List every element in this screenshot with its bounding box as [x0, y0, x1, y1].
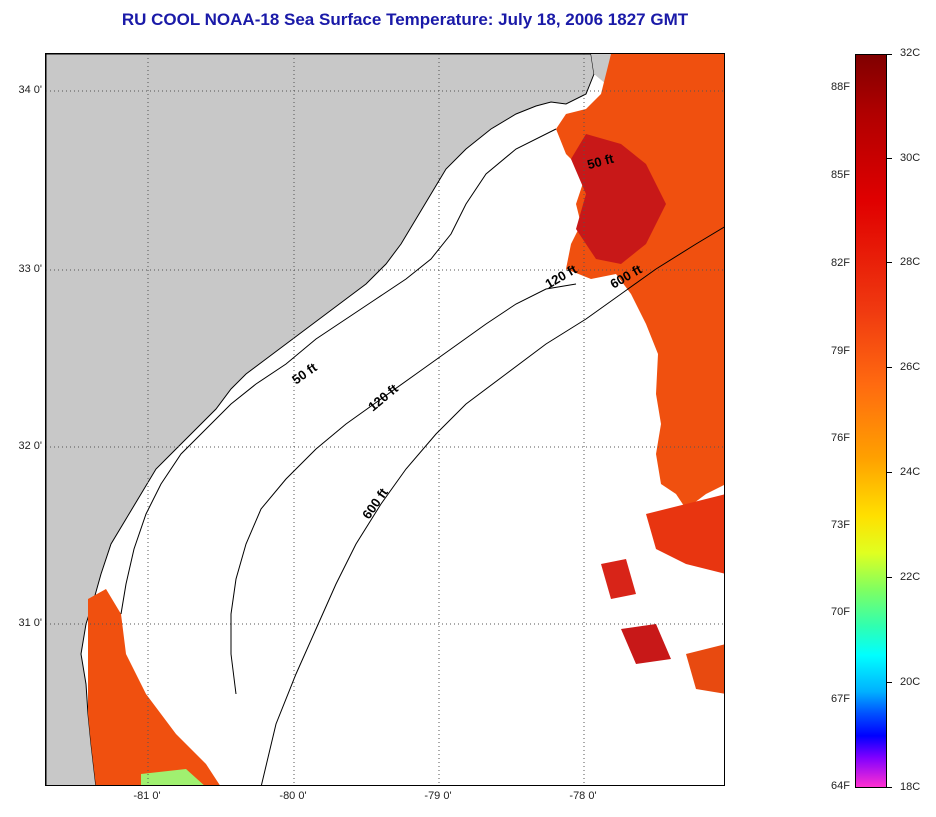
- lon-label-80: -80 0': [279, 790, 307, 802]
- map-canvas: [46, 54, 724, 785]
- cbar-c-32: 32C: [900, 47, 921, 59]
- graticule: [46, 54, 724, 785]
- cbar-f-67: 67F: [831, 693, 850, 705]
- lat-label-32: 32 0': [18, 440, 42, 452]
- cbar-c-30: 30C: [900, 152, 921, 164]
- cbar-c-22: 22C: [900, 571, 921, 583]
- cbar-c-26: 26C: [900, 361, 921, 373]
- sst-cool-patch: [141, 769, 204, 785]
- isobath-120ft: [230, 283, 577, 695]
- cbar-f-64: 64F: [831, 780, 850, 792]
- sst-warm-ne: [556, 54, 724, 509]
- sst-hot-core: [571, 134, 666, 264]
- cbar-c-28: 28C: [900, 256, 921, 268]
- cbar-f-73: 73F: [831, 519, 850, 531]
- cbar-f-70: 70F: [831, 606, 850, 618]
- lon-label-81: -81 0': [133, 790, 161, 802]
- sst-patch-e2: [601, 559, 636, 599]
- sst-warm-sw: [88, 589, 220, 785]
- sst-patch-e1: [646, 494, 724, 574]
- lat-label-33: 33 0': [18, 263, 42, 275]
- lon-label-79: -79 0': [424, 790, 452, 802]
- cbar-f-82: 82F: [831, 257, 850, 269]
- isobath-50ft: [120, 128, 557, 615]
- cbar-c-20: 20C: [900, 676, 921, 688]
- cbar-f-76: 76F: [831, 432, 850, 444]
- cbar-f-85: 85F: [831, 169, 850, 181]
- sst-patch-e3: [621, 624, 671, 664]
- temperature-colorbar: [855, 54, 887, 788]
- isobath-600ft: [260, 226, 724, 785]
- lon-label-78: -78 0': [569, 790, 597, 802]
- cbar-c-24: 24C: [900, 466, 921, 478]
- lat-label-31: 31 0': [18, 617, 42, 629]
- cbar-f-88: 88F: [831, 81, 850, 93]
- cbar-f-79: 79F: [831, 345, 850, 357]
- land-area: [46, 54, 595, 785]
- map-title: RU COOL NOAA-18 Sea Surface Temperature:…: [121, 10, 689, 29]
- sst-patch-e4: [686, 644, 724, 694]
- lat-label-34: 34 0': [18, 84, 42, 96]
- sst-map[interactable]: 50 ft 120 ft 600 ft 50 ft 120 ft 600 ft: [45, 53, 725, 786]
- cbar-c-18: 18C: [900, 781, 921, 793]
